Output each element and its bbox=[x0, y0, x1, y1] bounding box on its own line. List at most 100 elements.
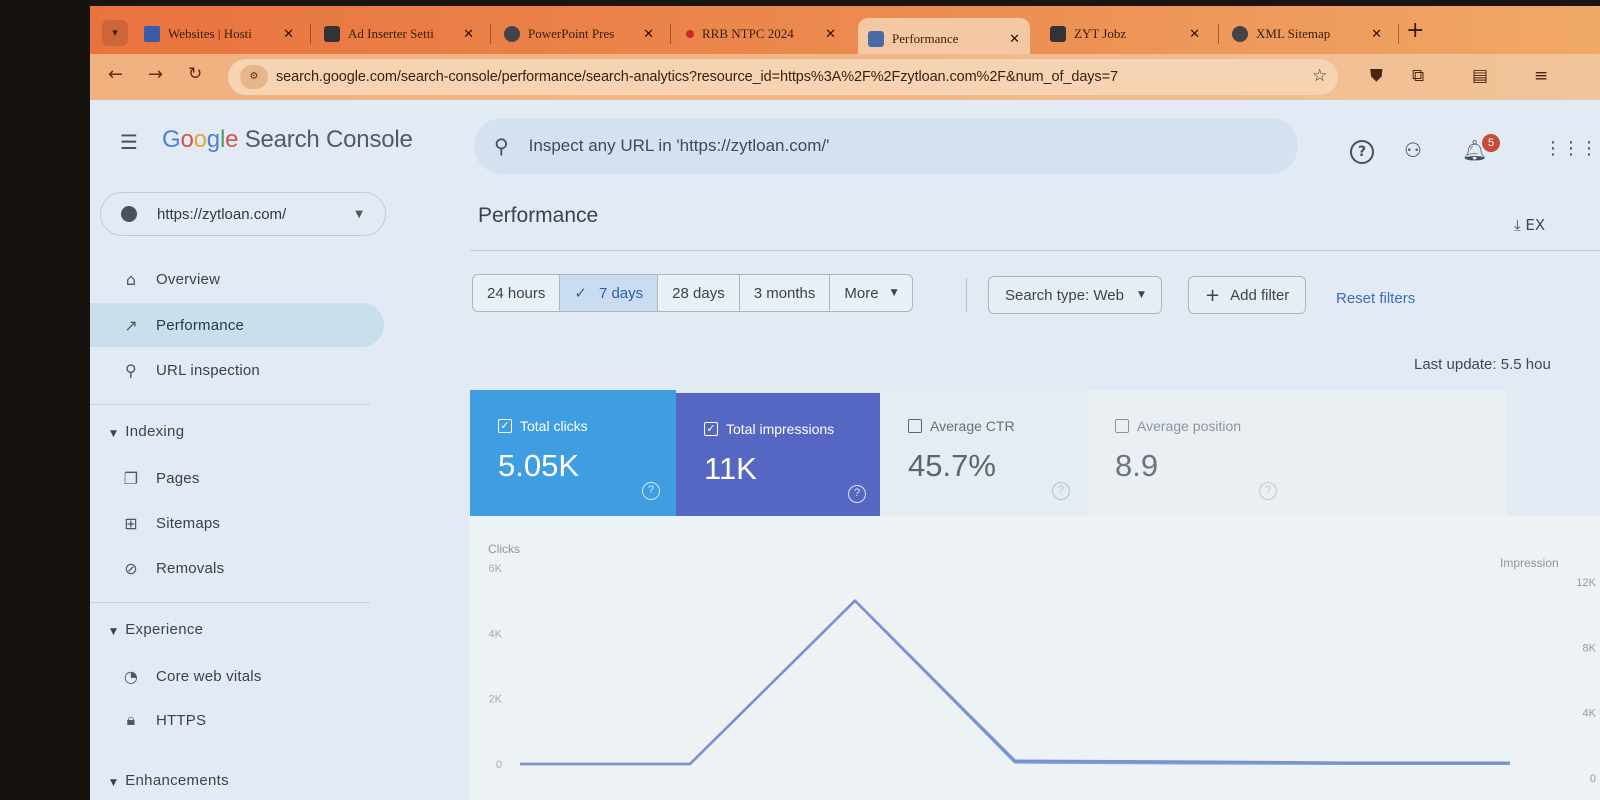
tab-search-dropdown[interactable]: ▾ bbox=[102, 20, 128, 46]
bookmark-star-icon[interactable]: ☆ bbox=[1312, 66, 1328, 86]
metric-label: Total clicks bbox=[520, 418, 588, 434]
export-label: EX bbox=[1525, 216, 1546, 234]
help-icon[interactable]: ? bbox=[1259, 482, 1277, 500]
apps-grid-icon[interactable]: ⋮⋮⋮ bbox=[1544, 138, 1598, 159]
date-range-label: 24 hours bbox=[487, 284, 546, 302]
google-wordmark: Google bbox=[162, 126, 239, 153]
side-panel-icon[interactable]: ≡ bbox=[1534, 66, 1549, 86]
checkbox-unchecked-icon[interactable] bbox=[908, 419, 922, 433]
back-arrow-icon[interactable]: ← bbox=[108, 64, 124, 85]
browser-tab[interactable]: Websites | Hosti ✕ bbox=[134, 14, 304, 54]
property-selector[interactable]: https://zytloan.com/ ▼ bbox=[100, 192, 386, 236]
y-left-tick-label: 0 bbox=[496, 759, 502, 771]
help-icon[interactable]: ? bbox=[1052, 482, 1070, 500]
close-icon[interactable]: ✕ bbox=[643, 26, 654, 42]
property-url: https://zytloan.com/ bbox=[157, 205, 287, 223]
sidebar-section-experience[interactable]: ▼ Experience bbox=[110, 621, 203, 638]
sidebar-item-pages[interactable]: ❐ Pages bbox=[90, 456, 384, 500]
forward-arrow-icon[interactable]: → bbox=[148, 64, 164, 85]
site-info-icon[interactable]: ⚙ bbox=[240, 65, 268, 89]
address-bar[interactable]: ⚙ search.google.com/search-console/perfo… bbox=[228, 59, 1338, 95]
reading-list-icon[interactable]: ▤ bbox=[1472, 66, 1489, 86]
search-icon: ⚲ bbox=[494, 134, 509, 158]
browser-tab-active[interactable]: Performance ✕ bbox=[858, 18, 1030, 60]
date-range-more[interactable]: More ▼ bbox=[830, 275, 911, 311]
sidebar-item-core-web-vitals[interactable]: ◔ Core web vitals bbox=[90, 654, 384, 698]
sidebar-section-enhancements[interactable]: ▼ Enhancements bbox=[110, 772, 229, 789]
sidebar-item-overview[interactable]: ⌂ Overview bbox=[90, 257, 384, 301]
chat-favicon-icon bbox=[324, 26, 340, 42]
help-icon[interactable]: ? bbox=[642, 482, 660, 500]
series-line-impressions bbox=[520, 599, 1510, 766]
browser-tab[interactable]: RRB NTPC 2024 ✕ bbox=[676, 14, 846, 54]
metric-card-average-ctr[interactable]: Average CTR 45.7% ? bbox=[880, 390, 1086, 516]
close-icon[interactable]: ✕ bbox=[463, 26, 474, 42]
search-console-logo[interactable]: Google Search Console bbox=[162, 126, 413, 154]
tab-separator bbox=[310, 24, 311, 44]
browser-tab[interactable]: Ad Inserter Setti ✕ bbox=[314, 14, 484, 54]
tab-separator bbox=[1398, 24, 1399, 44]
browser-tab[interactable]: PowerPoint Pres ✕ bbox=[494, 14, 664, 54]
new-tab-plus-icon[interactable]: + bbox=[1406, 18, 1425, 43]
add-filter-button[interactable]: + Add filter bbox=[1188, 276, 1307, 314]
search-type-dropdown[interactable]: Search type: Web ▼ bbox=[988, 276, 1162, 314]
notification-badge: 5 bbox=[1482, 134, 1500, 152]
page-title: Performance bbox=[478, 204, 599, 227]
section-title: Enhancements bbox=[125, 772, 229, 789]
metric-value: 45.7% bbox=[908, 448, 996, 483]
date-range-28-days[interactable]: 28 days bbox=[658, 275, 740, 311]
browser-tab[interactable]: XML Sitemap ✕ bbox=[1222, 14, 1392, 54]
y-right-tick-label: 0 bbox=[1590, 773, 1596, 785]
reload-icon[interactable]: ↻ bbox=[188, 64, 203, 84]
checkbox-checked-icon[interactable]: ✓ bbox=[704, 422, 718, 436]
metric-value: 11K bbox=[704, 451, 757, 486]
y-left-tick-label: 2K bbox=[489, 694, 503, 706]
pages-icon: ❐ bbox=[123, 468, 139, 488]
close-icon[interactable]: ✕ bbox=[1009, 31, 1020, 47]
sidebar-item-sitemaps[interactable]: ⊞ Sitemaps bbox=[90, 501, 384, 545]
performance-chart: Clicks Impression 6K 4K 2K 0 12K 8K 4K 0 bbox=[470, 516, 1600, 800]
shield-extension-icon[interactable]: ⛊ bbox=[1370, 66, 1383, 86]
tab-title: RRB NTPC 2024 bbox=[702, 26, 794, 41]
url-inspect-search-input[interactable]: ⚲ Inspect any URL in 'https://zytloan.co… bbox=[474, 118, 1298, 174]
gauge-icon: ◔ bbox=[123, 666, 139, 686]
date-range-selector: 24 hours ✓ 7 days 28 days 3 months More ▼ bbox=[472, 274, 913, 312]
close-icon[interactable]: ✕ bbox=[283, 26, 294, 42]
checkbox-checked-icon[interactable]: ✓ bbox=[498, 419, 512, 433]
metric-label-row: Average position bbox=[1115, 418, 1241, 434]
date-range-3-months[interactable]: 3 months bbox=[740, 275, 831, 311]
youtube-favicon-icon bbox=[686, 30, 694, 38]
series-line-clicks bbox=[520, 599, 1511, 766]
metric-label: Total impressions bbox=[726, 421, 835, 437]
metric-label: Average position bbox=[1137, 418, 1242, 434]
collapse-triangle-icon: ▼ bbox=[110, 429, 118, 439]
date-range-7-days[interactable]: ✓ 7 days bbox=[560, 275, 659, 311]
browser-tab[interactable]: ZYT Jobz ✕ bbox=[1040, 14, 1210, 54]
export-button[interactable]: ⤓ EX bbox=[1514, 216, 1545, 234]
reset-filters-link[interactable]: Reset filters bbox=[1336, 290, 1416, 307]
extensions-puzzle-icon[interactable]: ⧉ bbox=[1412, 66, 1425, 86]
sidebar-item-https[interactable]: 🔒︎ HTTPS bbox=[90, 698, 384, 742]
sitemap-icon: ⊞ bbox=[124, 513, 138, 533]
plus-icon: + bbox=[1205, 284, 1221, 306]
logo-product-name: Search Console bbox=[244, 126, 413, 153]
close-icon[interactable]: ✕ bbox=[1189, 26, 1200, 42]
checkbox-unchecked-icon[interactable] bbox=[1115, 419, 1129, 433]
metric-card-total-impressions[interactable]: ✓ Total impressions 11K ? bbox=[676, 393, 880, 519]
close-icon[interactable]: ✕ bbox=[1371, 26, 1382, 42]
sidebar-section-indexing[interactable]: ▼ Indexing bbox=[110, 423, 184, 440]
menu-icon[interactable]: ☰ bbox=[120, 130, 138, 154]
close-icon[interactable]: ✕ bbox=[825, 26, 836, 42]
date-range-24-hours[interactable]: 24 hours bbox=[473, 275, 561, 311]
removals-icon: ⊘ bbox=[124, 558, 138, 578]
help-icon[interactable]: ? bbox=[848, 485, 866, 503]
manage-users-icon[interactable]: ⚇ bbox=[1404, 138, 1422, 162]
date-range-label: 7 days bbox=[598, 284, 644, 302]
sidebar-item-url-inspection[interactable]: ⚲ URL inspection bbox=[90, 348, 384, 392]
sidebar-item-removals[interactable]: ⊘ Removals bbox=[90, 546, 384, 590]
metric-card-total-clicks[interactable]: ✓ Total clicks 5.05K ? bbox=[470, 390, 676, 516]
sidebar-item-label: Performance bbox=[156, 316, 245, 334]
help-icon[interactable]: ? bbox=[1350, 140, 1374, 164]
sidebar-item-performance[interactable]: ↗ Performance bbox=[90, 303, 384, 347]
metric-card-average-position[interactable]: Average position 8.9 ? bbox=[1087, 390, 1507, 516]
